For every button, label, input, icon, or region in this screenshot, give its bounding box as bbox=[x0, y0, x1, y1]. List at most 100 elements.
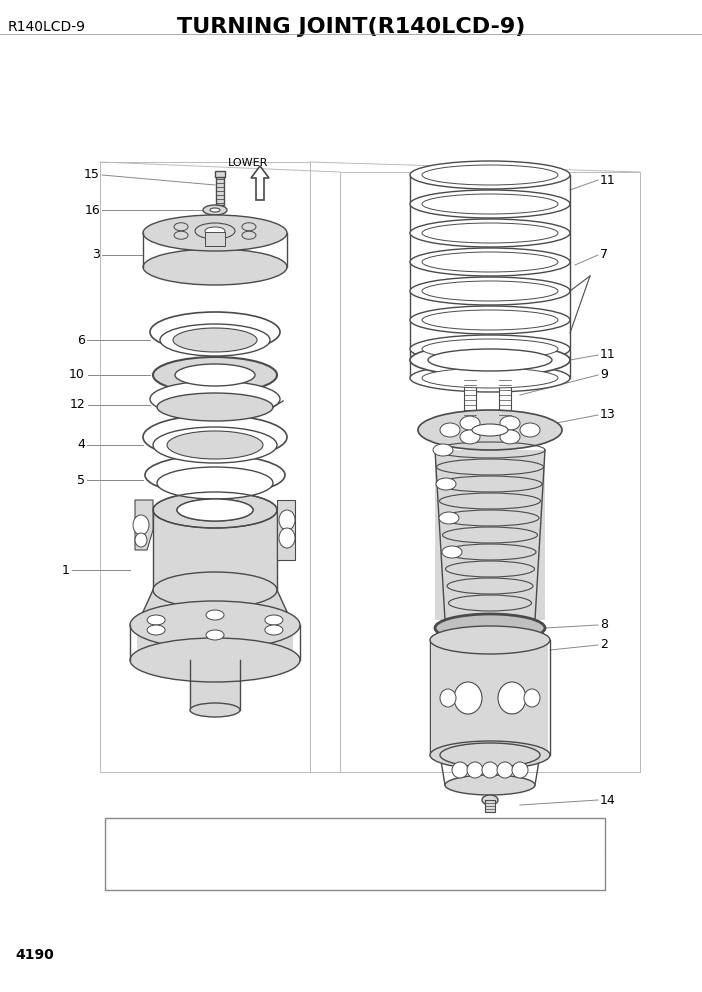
Ellipse shape bbox=[130, 638, 300, 682]
Ellipse shape bbox=[440, 743, 540, 767]
Ellipse shape bbox=[190, 703, 240, 717]
Ellipse shape bbox=[482, 762, 498, 778]
Ellipse shape bbox=[418, 410, 562, 450]
Ellipse shape bbox=[410, 219, 570, 247]
Ellipse shape bbox=[174, 223, 188, 231]
Text: 15: 15 bbox=[84, 169, 100, 182]
Ellipse shape bbox=[242, 231, 256, 239]
Ellipse shape bbox=[130, 601, 300, 649]
Ellipse shape bbox=[500, 430, 520, 444]
Ellipse shape bbox=[422, 252, 558, 272]
Ellipse shape bbox=[210, 208, 220, 212]
Ellipse shape bbox=[498, 682, 526, 714]
Ellipse shape bbox=[422, 281, 558, 301]
Ellipse shape bbox=[439, 512, 459, 524]
Ellipse shape bbox=[410, 248, 570, 276]
Ellipse shape bbox=[157, 467, 273, 499]
Bar bbox=[485, 800, 495, 812]
Text: 9: 9 bbox=[600, 368, 608, 382]
Text: LOWER: LOWER bbox=[228, 158, 268, 168]
Text: 7, 8, 9, 10, 11: 7, 8, 9, 10, 11 bbox=[491, 867, 569, 877]
Ellipse shape bbox=[173, 328, 257, 352]
Ellipse shape bbox=[279, 510, 295, 530]
Polygon shape bbox=[340, 172, 640, 772]
Text: 5: 5 bbox=[77, 473, 85, 486]
Text: 6: 6 bbox=[77, 333, 85, 346]
Bar bbox=[216, 177, 224, 205]
Text: R140LCD-9: R140LCD-9 bbox=[8, 20, 86, 34]
Ellipse shape bbox=[143, 249, 287, 285]
Text: Turning joint seal kit: Turning joint seal kit bbox=[159, 867, 271, 877]
Text: 1: 1 bbox=[62, 563, 70, 576]
Ellipse shape bbox=[472, 424, 508, 436]
Ellipse shape bbox=[177, 499, 253, 521]
Polygon shape bbox=[432, 640, 548, 755]
Text: 10: 10 bbox=[69, 368, 85, 382]
Ellipse shape bbox=[265, 625, 283, 635]
Ellipse shape bbox=[422, 310, 558, 330]
Ellipse shape bbox=[167, 431, 263, 459]
Ellipse shape bbox=[500, 416, 520, 431]
Ellipse shape bbox=[205, 227, 225, 235]
Ellipse shape bbox=[147, 625, 165, 635]
Text: 13: 13 bbox=[600, 409, 616, 422]
Ellipse shape bbox=[452, 762, 468, 778]
Ellipse shape bbox=[428, 349, 552, 371]
Ellipse shape bbox=[153, 492, 277, 528]
Text: Parts no: Parts no bbox=[367, 831, 413, 841]
Ellipse shape bbox=[524, 689, 540, 707]
Text: TURNING JOINT(R140LCD-9): TURNING JOINT(R140LCD-9) bbox=[177, 17, 525, 37]
FancyArrow shape bbox=[251, 166, 269, 200]
Ellipse shape bbox=[440, 423, 460, 437]
Ellipse shape bbox=[135, 533, 147, 547]
Ellipse shape bbox=[265, 615, 283, 625]
Ellipse shape bbox=[175, 364, 255, 386]
Ellipse shape bbox=[143, 215, 287, 251]
Ellipse shape bbox=[145, 455, 285, 495]
Polygon shape bbox=[435, 450, 545, 620]
Ellipse shape bbox=[467, 762, 483, 778]
Ellipse shape bbox=[422, 194, 558, 214]
Ellipse shape bbox=[422, 165, 558, 185]
Text: 4: 4 bbox=[77, 438, 85, 451]
Ellipse shape bbox=[422, 339, 558, 359]
Ellipse shape bbox=[520, 423, 540, 437]
Ellipse shape bbox=[410, 306, 570, 334]
Ellipse shape bbox=[440, 689, 456, 707]
Ellipse shape bbox=[410, 190, 570, 218]
Ellipse shape bbox=[435, 614, 545, 642]
Ellipse shape bbox=[442, 546, 462, 558]
Ellipse shape bbox=[460, 416, 480, 431]
Ellipse shape bbox=[153, 357, 277, 393]
Text: 31N3-40950: 31N3-40950 bbox=[356, 867, 424, 877]
Bar bbox=[499, 375, 511, 415]
Text: 8: 8 bbox=[600, 618, 608, 632]
Ellipse shape bbox=[410, 344, 570, 376]
Ellipse shape bbox=[206, 610, 224, 620]
Text: 16: 16 bbox=[84, 203, 100, 216]
Ellipse shape bbox=[153, 427, 277, 463]
Ellipse shape bbox=[150, 381, 280, 417]
Text: 11: 11 bbox=[600, 174, 616, 186]
Ellipse shape bbox=[157, 393, 273, 421]
Ellipse shape bbox=[497, 762, 513, 778]
Ellipse shape bbox=[174, 231, 188, 239]
Ellipse shape bbox=[143, 415, 287, 459]
Text: 11: 11 bbox=[600, 348, 616, 361]
Ellipse shape bbox=[410, 364, 570, 392]
Polygon shape bbox=[277, 500, 295, 560]
Text: 2: 2 bbox=[600, 639, 608, 652]
Polygon shape bbox=[135, 500, 153, 550]
Text: 12: 12 bbox=[69, 399, 85, 412]
Ellipse shape bbox=[422, 368, 558, 388]
Ellipse shape bbox=[242, 223, 256, 231]
Ellipse shape bbox=[410, 277, 570, 305]
Polygon shape bbox=[137, 510, 293, 710]
Ellipse shape bbox=[430, 626, 550, 654]
Ellipse shape bbox=[279, 528, 295, 548]
Polygon shape bbox=[100, 162, 310, 772]
Ellipse shape bbox=[436, 478, 456, 490]
FancyArrow shape bbox=[481, 822, 499, 856]
Bar bbox=[205, 232, 225, 246]
Ellipse shape bbox=[177, 499, 253, 521]
